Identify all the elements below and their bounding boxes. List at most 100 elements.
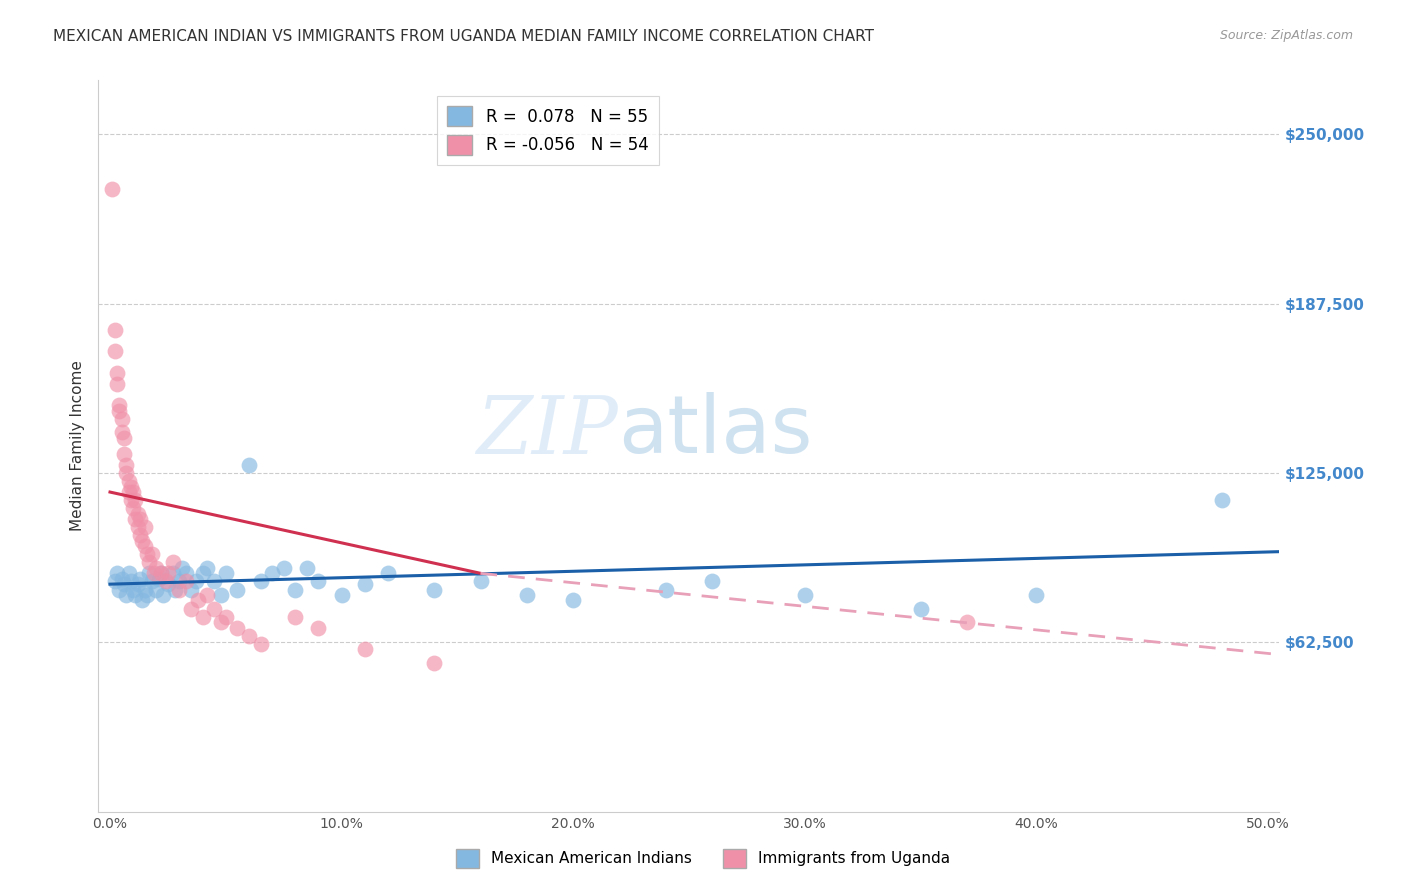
Point (215, 566, 238, 581)
Point (353, 642, 375, 657)
Point (209, 615, 232, 629)
Point (134, 582, 156, 597)
Point (112, 447, 135, 461)
Point (169, 574, 191, 589)
Point (136, 547, 159, 561)
Point (143, 566, 166, 581)
Point (124, 588, 146, 602)
Point (131, 593, 153, 607)
Point (249, 637, 271, 651)
Point (307, 574, 329, 589)
Point (226, 582, 249, 597)
Point (136, 588, 159, 602)
Point (104, 344, 127, 359)
Point (122, 501, 145, 516)
Point (145, 561, 167, 575)
Point (138, 566, 160, 581)
Point (141, 547, 163, 561)
Point (176, 566, 198, 581)
Point (423, 582, 446, 597)
Text: ZIP: ZIP (477, 392, 619, 470)
Point (202, 574, 225, 589)
Point (156, 566, 179, 581)
Text: Source: ZipAtlas.com: Source: ZipAtlas.com (1219, 29, 1353, 42)
Point (187, 593, 209, 607)
Point (108, 582, 131, 597)
Point (956, 615, 979, 629)
Point (377, 566, 399, 581)
Point (195, 561, 218, 575)
Point (129, 528, 152, 542)
Point (284, 609, 307, 624)
Point (191, 566, 214, 581)
Point (120, 480, 142, 494)
Point (115, 466, 138, 480)
Point (423, 656, 446, 670)
Point (655, 582, 678, 597)
Point (793, 588, 815, 602)
Point (176, 574, 198, 589)
Point (104, 322, 127, 336)
Point (129, 512, 152, 526)
Point (127, 577, 149, 591)
Point (110, 572, 132, 586)
Point (141, 574, 163, 589)
Point (209, 588, 232, 602)
Point (148, 572, 170, 586)
Point (273, 561, 295, 575)
Point (131, 533, 153, 548)
Point (149, 566, 172, 581)
Point (127, 507, 149, 521)
Point (180, 582, 202, 597)
Point (134, 520, 156, 534)
Point (101, 181, 124, 195)
Point (249, 574, 271, 589)
Legend: R =  0.078   N = 55, R = -0.056   N = 54: R = 0.078 N = 55, R = -0.056 N = 54 (437, 96, 658, 165)
Point (122, 485, 145, 500)
Point (195, 588, 218, 602)
Point (700, 574, 723, 589)
Point (104, 574, 127, 589)
Point (1211, 493, 1233, 508)
Point (110, 425, 132, 440)
Point (238, 458, 260, 472)
Point (122, 582, 145, 597)
Point (115, 458, 138, 472)
Point (262, 566, 284, 581)
Text: MEXICAN AMERICAN INDIAN VS IMMIGRANTS FROM UGANDA MEDIAN FAMILY INCOME CORRELATI: MEXICAN AMERICAN INDIAN VS IMMIGRANTS FR… (53, 29, 875, 44)
Point (145, 582, 167, 597)
Point (105, 366, 128, 380)
Point (169, 582, 191, 597)
Point (149, 566, 172, 581)
Point (284, 582, 307, 597)
Point (215, 609, 238, 624)
Point (562, 593, 585, 607)
Point (202, 601, 225, 615)
Point (184, 574, 207, 589)
Legend: Mexican American Indians, Immigrants from Uganda: Mexican American Indians, Immigrants fro… (450, 843, 956, 873)
Point (170, 561, 193, 575)
Point (129, 572, 152, 586)
Point (238, 629, 260, 643)
Point (226, 620, 249, 634)
Point (108, 404, 131, 418)
Point (108, 398, 131, 412)
Point (115, 588, 138, 602)
Point (155, 574, 177, 589)
Point (516, 588, 538, 602)
Point (117, 474, 139, 488)
Point (307, 620, 329, 634)
Point (112, 431, 135, 445)
Point (162, 566, 184, 581)
Point (120, 493, 142, 508)
Point (117, 566, 139, 581)
Point (120, 574, 142, 589)
Point (910, 601, 932, 615)
Point (138, 556, 160, 570)
Point (112, 577, 135, 591)
Point (152, 588, 174, 602)
Point (156, 577, 179, 591)
Point (110, 412, 132, 426)
Point (470, 574, 492, 589)
Point (180, 601, 202, 615)
